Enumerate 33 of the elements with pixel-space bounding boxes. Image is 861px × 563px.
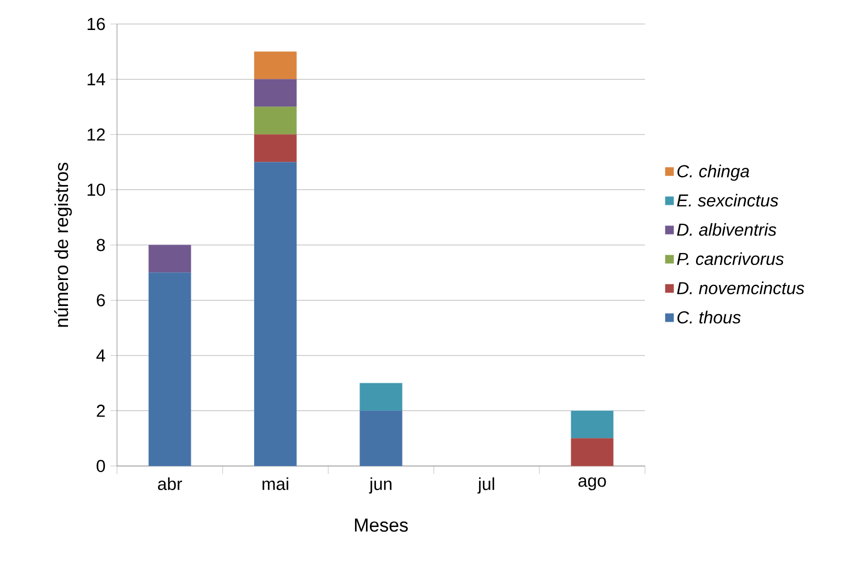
x-tick-label: mai [262,477,288,490]
legend-label: C. chinga [677,164,750,181]
x-tick-label: abr [158,477,182,490]
y-tick-label: 0 [96,460,105,472]
bar [570,410,614,439]
y-tick-label: 8 [96,238,105,252]
x-axis-title: Meses [355,518,408,532]
legend-label: P. cancrivorus [677,252,784,266]
legend-label: C. thous [677,310,741,324]
bar [254,79,297,108]
y-tick-label: 2 [96,404,105,417]
bar [570,438,614,466]
y-tick-label: 14 [88,73,106,86]
x-tick-label: jul [478,477,494,494]
x-tick-label: ago [578,477,606,490]
y-axis-title: número de registros [54,162,72,327]
legend-label: E. sexcinctus [677,194,778,207]
legend-label: D. albiventris [677,223,776,236]
bar [148,244,192,273]
y-tick-label: 10 [88,184,105,196]
bar [148,272,192,466]
bar [254,134,297,162]
bar [360,410,402,466]
bar [254,106,297,135]
y-tick-label: 16 [88,18,105,30]
bar [254,162,297,466]
legend-label: D. novemcinctus [677,282,804,294]
bar [254,51,297,80]
y-tick-label: 6 [96,294,105,306]
x-tick-label: jun [369,477,392,494]
y-tick-label: 12 [88,128,105,141]
bar [360,382,402,411]
y-tick-label: 4 [96,350,106,362]
